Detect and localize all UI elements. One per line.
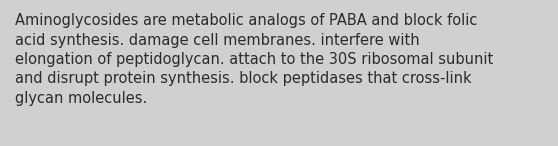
- Text: elongation of peptidoglycan. attach to the 30S ribosomal subunit: elongation of peptidoglycan. attach to t…: [15, 52, 493, 67]
- Text: and disrupt protein synthesis. block peptidases that cross-link: and disrupt protein synthesis. block pep…: [15, 72, 472, 86]
- Text: acid synthesis. damage cell membranes. interfere with: acid synthesis. damage cell membranes. i…: [15, 33, 420, 47]
- Text: Aminoglycosides are metabolic analogs of PABA and block folic: Aminoglycosides are metabolic analogs of…: [15, 13, 478, 28]
- Text: glycan molecules.: glycan molecules.: [15, 91, 147, 106]
